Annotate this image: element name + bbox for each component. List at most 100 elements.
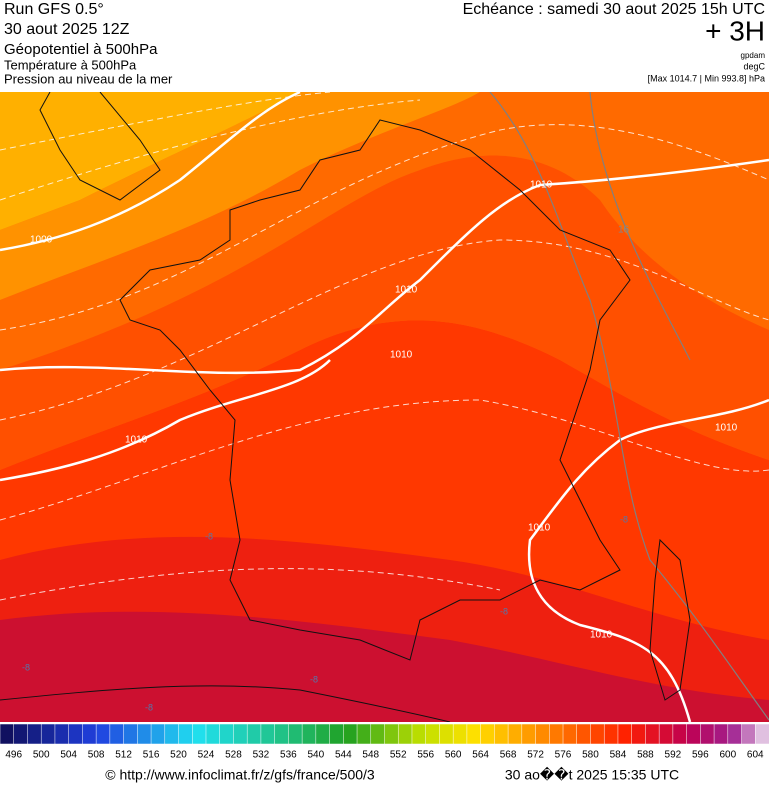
subtitle: Pression au niveau de la mer <box>4 71 173 86</box>
scale-swatch <box>672 723 688 745</box>
scale-label: 552 <box>390 750 407 761</box>
isotherm-label: -8 <box>620 514 628 524</box>
coastline <box>39 92 161 201</box>
isobar-label: 1010 <box>530 180 553 191</box>
scale-swatch <box>741 723 757 745</box>
title: Géopotentiel à 500hPa <box>4 41 158 58</box>
scale-label: 580 <box>582 750 599 761</box>
scale-label: 596 <box>692 750 709 761</box>
scale-swatch <box>54 723 70 745</box>
scale-swatch <box>480 723 496 745</box>
subtitle: Température à 500hPa <box>4 57 137 72</box>
scale-swatch <box>109 723 125 745</box>
scale-label: 532 <box>253 750 270 761</box>
scale-label: 592 <box>665 750 682 761</box>
scale-swatch <box>686 723 702 745</box>
scale-label: 604 <box>747 750 764 761</box>
scale-swatch <box>631 723 647 745</box>
scale-swatch <box>0 723 15 745</box>
isobar-label: 1010 <box>125 435 148 446</box>
isotherm-label: -8 <box>145 702 153 712</box>
map: 1000 1010 1010 1010 1010 1010 1010 1010 … <box>0 92 769 722</box>
scale-label: 572 <box>527 750 544 761</box>
offset: + 3H <box>705 15 765 46</box>
isotherm-label: -8 <box>310 674 318 684</box>
isobar <box>0 359 331 482</box>
footer-time: 30 ao��t 2025 15:35 UTC <box>505 767 679 783</box>
scale-swatch <box>562 723 578 745</box>
scale-label: 556 <box>417 750 434 761</box>
scale-swatch <box>329 723 345 745</box>
scale-label: 568 <box>500 750 517 761</box>
scale-swatch <box>82 723 97 745</box>
scale-label: 576 <box>555 750 572 761</box>
scale-swatch <box>301 723 317 745</box>
scale-swatch <box>288 723 303 745</box>
scale-swatch <box>370 723 386 745</box>
scale-swatch <box>576 723 592 745</box>
scale-label: 528 <box>225 750 242 761</box>
run-date: 30 aout 2025 12Z <box>4 21 130 38</box>
scale-swatch <box>150 723 166 745</box>
unit: gpdam <box>741 51 766 60</box>
scale-swatch <box>274 723 290 745</box>
scale-label: 540 <box>307 750 324 761</box>
field <box>0 611 769 722</box>
scale-swatch <box>590 723 605 745</box>
scale-label: 560 <box>445 750 462 761</box>
scale-label: 504 <box>60 750 77 761</box>
scale-label: 496 <box>5 750 22 761</box>
isobar-label: 1010 <box>390 350 413 361</box>
isobar <box>0 92 301 252</box>
isotherm-label: 16 <box>618 225 630 236</box>
scale-label: 524 <box>198 750 215 761</box>
isobar-label: 1010 <box>395 285 418 296</box>
scale-swatch <box>205 723 221 745</box>
isobar <box>527 398 769 722</box>
scale-swatch <box>713 723 729 745</box>
isotherm-label: -8 <box>500 606 508 616</box>
run: Run GFS 0.5° <box>4 1 104 18</box>
scale-swatch <box>27 723 42 745</box>
scale-swatch <box>549 723 564 745</box>
scale-swatch <box>40 723 56 745</box>
scale-swatch <box>95 723 111 745</box>
scale-label: 548 <box>362 750 379 761</box>
field <box>0 155 769 471</box>
scale-swatch <box>260 723 276 745</box>
isotherm <box>0 92 769 601</box>
scale-label: 512 <box>115 750 132 761</box>
coastline <box>119 119 631 661</box>
scale-swatch <box>68 723 84 745</box>
isotherm-label: -8 <box>205 531 213 541</box>
scale-swatch <box>137 723 152 745</box>
scale-label: 520 <box>170 750 187 761</box>
scale-swatch <box>755 723 769 745</box>
scale-swatch <box>315 723 331 745</box>
coastline <box>0 685 451 722</box>
isotherm-16 <box>489 92 769 721</box>
scale-swatch <box>617 723 633 745</box>
scale-swatch <box>507 723 523 745</box>
scale-swatch <box>356 723 372 745</box>
scale-swatch <box>658 723 674 745</box>
scale-swatch <box>535 723 551 745</box>
scale-swatch <box>192 723 207 745</box>
color-scale: 496 500 504 508 512 516 520 524 528 532 536 540 544 5… <box>0 723 769 761</box>
isobar-label: 1010 <box>715 423 738 434</box>
scale-label: 500 <box>33 750 50 761</box>
scale-swatch <box>700 723 715 745</box>
scale-label: 600 <box>719 750 736 761</box>
field <box>0 92 480 300</box>
scale-swatch <box>246 723 262 745</box>
scale-swatch <box>425 723 441 745</box>
isotherm-label: -8 <box>22 662 30 672</box>
scale-swatch <box>439 723 454 745</box>
scale-label: 508 <box>88 750 105 761</box>
scale-swatch <box>466 723 482 745</box>
isotherm-16 <box>589 92 691 361</box>
scale-swatch <box>452 723 468 745</box>
scale-swatch <box>411 723 427 745</box>
